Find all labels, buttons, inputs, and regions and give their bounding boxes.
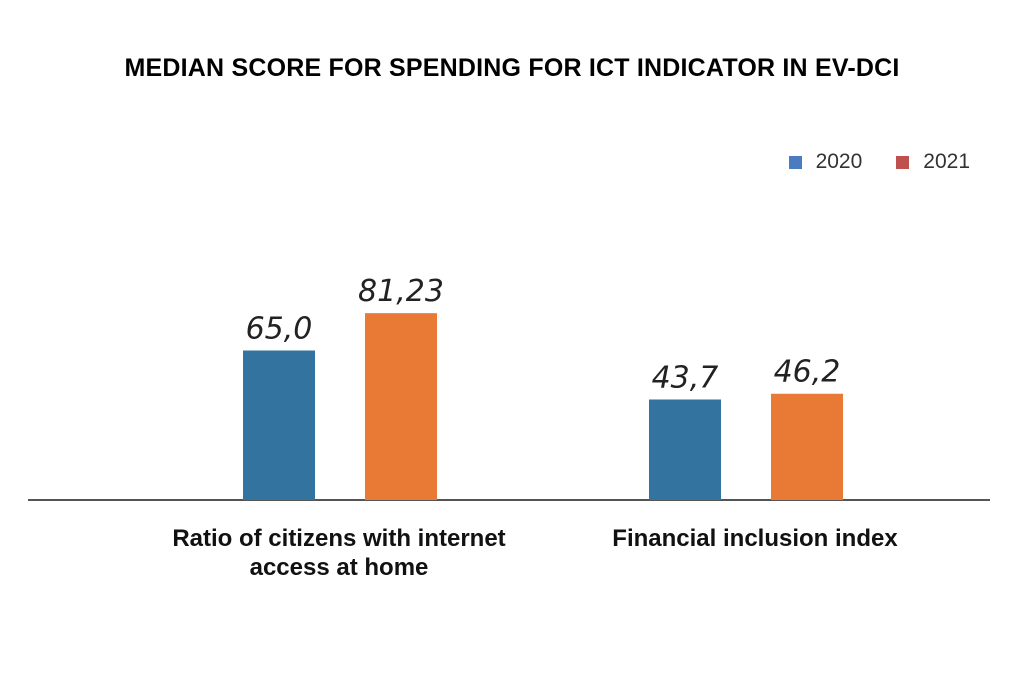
bar-2021-category-2 bbox=[771, 393, 843, 500]
data-label-2020-category-1: 65,0 bbox=[246, 312, 313, 347]
bar-2020-category-1 bbox=[243, 350, 315, 500]
legend-item-2021: 2021 bbox=[896, 150, 970, 174]
data-label-2020-category-2: 43,7 bbox=[652, 360, 719, 395]
data-label-2021-category-2: 46,2 bbox=[774, 355, 841, 390]
legend-swatch-2021 bbox=[896, 155, 910, 169]
bar-2021-category-1 bbox=[365, 313, 437, 500]
legend-label-2020: 2020 bbox=[815, 150, 863, 173]
legend-label-2021: 2021 bbox=[923, 150, 970, 173]
chart-title: MEDIAN SCORE FOR SPENDING FOR ICT INDICA… bbox=[124, 54, 900, 82]
bar-2020-category-2 bbox=[649, 399, 721, 500]
category-label-financial-inclusion: Financial inclusion index bbox=[612, 525, 898, 552]
legend-item-2020: 2020 bbox=[788, 150, 863, 174]
data-label-2021-category-1: 81,23 bbox=[358, 274, 444, 309]
legend-swatch-2020 bbox=[788, 155, 802, 169]
category-label-internet-access: Ratio of citizens with internet access a… bbox=[172, 525, 506, 581]
legend: 2020 2021 bbox=[788, 150, 970, 174]
